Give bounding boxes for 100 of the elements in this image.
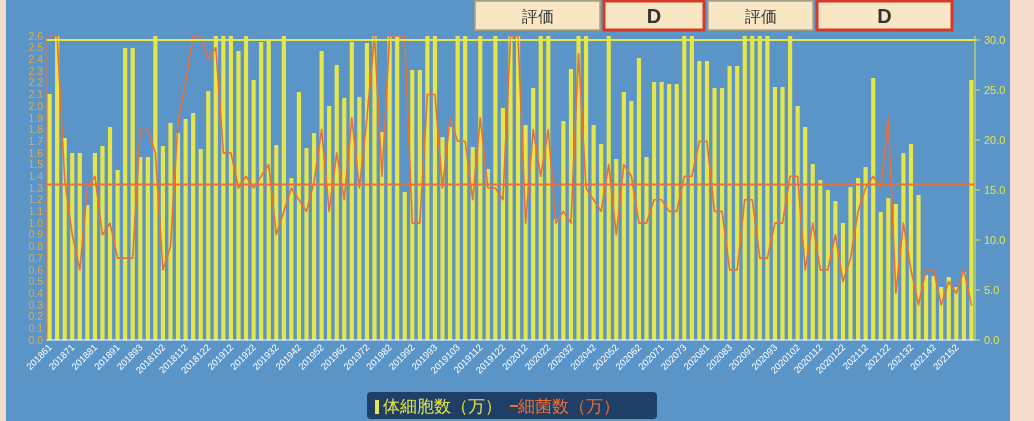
bar bbox=[311, 133, 317, 340]
text: D bbox=[646, 5, 662, 27]
y2-tick-label: 30.0 bbox=[984, 33, 1006, 46]
bar bbox=[334, 65, 339, 340]
bar bbox=[115, 170, 120, 340]
bar bbox=[591, 125, 596, 340]
bar bbox=[138, 157, 143, 340]
bar bbox=[440, 137, 445, 340]
bar bbox=[100, 146, 105, 340]
y-tick-label: 0.7 bbox=[28, 251, 44, 264]
bar bbox=[735, 66, 740, 340]
bar bbox=[636, 58, 642, 340]
bar bbox=[553, 219, 558, 340]
bar bbox=[70, 153, 75, 340]
bar bbox=[364, 43, 370, 340]
bar bbox=[621, 92, 626, 340]
y-tick-label: 0.9 bbox=[28, 228, 44, 241]
y-tick-label: 2.2 bbox=[28, 76, 44, 89]
y-tick-label: 0.1 bbox=[28, 321, 44, 334]
bar bbox=[908, 144, 914, 340]
bar bbox=[85, 205, 90, 340]
bar bbox=[886, 198, 891, 340]
y-tick-label: 1.5 bbox=[28, 158, 44, 171]
bar bbox=[697, 61, 702, 340]
y-tick-label: 1.8 bbox=[28, 123, 44, 136]
y2-tick-label: 10.0 bbox=[984, 233, 1006, 246]
y-tick-label: 0.8 bbox=[28, 240, 44, 253]
bar bbox=[712, 88, 717, 340]
bar bbox=[825, 190, 830, 340]
bar bbox=[168, 123, 173, 340]
bar bbox=[644, 157, 649, 340]
bar bbox=[810, 164, 815, 340]
bar bbox=[599, 144, 604, 340]
bar bbox=[107, 127, 113, 340]
y-tick-label: 1.9 bbox=[28, 111, 44, 124]
bar bbox=[123, 48, 128, 340]
bar bbox=[92, 153, 97, 340]
bar bbox=[818, 180, 823, 340]
bar bbox=[916, 195, 921, 340]
y-tick-label: 1.0 bbox=[28, 216, 44, 229]
bar bbox=[236, 51, 241, 340]
bar bbox=[727, 66, 732, 340]
y-tick-label: 0.4 bbox=[28, 286, 44, 299]
y-tick-label: 2.4 bbox=[28, 53, 44, 66]
bar bbox=[183, 119, 188, 340]
y-tick-label: 0.6 bbox=[28, 263, 44, 276]
y-tick-label: 2.1 bbox=[28, 88, 44, 101]
y-tick-label: 0.0 bbox=[28, 333, 44, 346]
bar bbox=[863, 167, 868, 340]
bar bbox=[674, 84, 679, 340]
bar bbox=[342, 98, 347, 340]
text: D bbox=[877, 5, 892, 27]
y-tick-label: 0.2 bbox=[28, 310, 44, 323]
bar bbox=[198, 149, 203, 340]
text: 評価 bbox=[744, 7, 777, 25]
bar bbox=[447, 127, 453, 340]
y-tick-label: 1.3 bbox=[28, 181, 44, 194]
bar bbox=[704, 61, 710, 340]
bar bbox=[931, 276, 936, 340]
y-tick-label: 2.0 bbox=[28, 99, 44, 112]
bar bbox=[833, 201, 838, 340]
y-tick-label: 0.3 bbox=[28, 298, 44, 311]
bar bbox=[878, 212, 883, 340]
bar bbox=[296, 92, 302, 340]
bar bbox=[206, 91, 211, 340]
y2-tick-label: 25.0 bbox=[984, 83, 1006, 96]
bar bbox=[659, 82, 664, 340]
bar bbox=[719, 88, 725, 340]
bar bbox=[251, 80, 256, 340]
bar bbox=[855, 178, 861, 340]
bar bbox=[485, 169, 490, 340]
bar bbox=[772, 87, 778, 340]
bar bbox=[304, 148, 309, 340]
bar bbox=[357, 97, 362, 340]
y2-tick-label: 0.0 bbox=[984, 333, 1000, 346]
bar bbox=[840, 223, 846, 340]
y-tick-label: 2.3 bbox=[28, 64, 44, 77]
bar bbox=[871, 78, 876, 340]
y-tick-label: 1.2 bbox=[28, 193, 44, 206]
y2-tick-label: 5.0 bbox=[984, 283, 1000, 296]
y-tick-label: 1.7 bbox=[28, 134, 44, 147]
y-tick-label: 1.4 bbox=[28, 169, 44, 182]
bar bbox=[629, 101, 634, 340]
text: 評価 bbox=[521, 7, 554, 25]
bar bbox=[130, 48, 135, 340]
y-tick-label: 1.1 bbox=[28, 205, 44, 218]
legend-label: 細菌数（万） bbox=[517, 397, 620, 416]
bar bbox=[274, 145, 279, 340]
bar bbox=[667, 84, 672, 340]
bar bbox=[145, 157, 150, 340]
bar bbox=[651, 82, 657, 340]
bar bbox=[561, 121, 566, 340]
legend-label: 体細胞数（万） bbox=[383, 397, 502, 416]
y-tick-label: 2.5 bbox=[28, 41, 44, 54]
bar bbox=[531, 88, 536, 340]
bar bbox=[795, 106, 800, 340]
bar bbox=[289, 178, 294, 340]
bar bbox=[780, 87, 785, 340]
bar bbox=[848, 187, 853, 340]
bar bbox=[175, 133, 181, 340]
